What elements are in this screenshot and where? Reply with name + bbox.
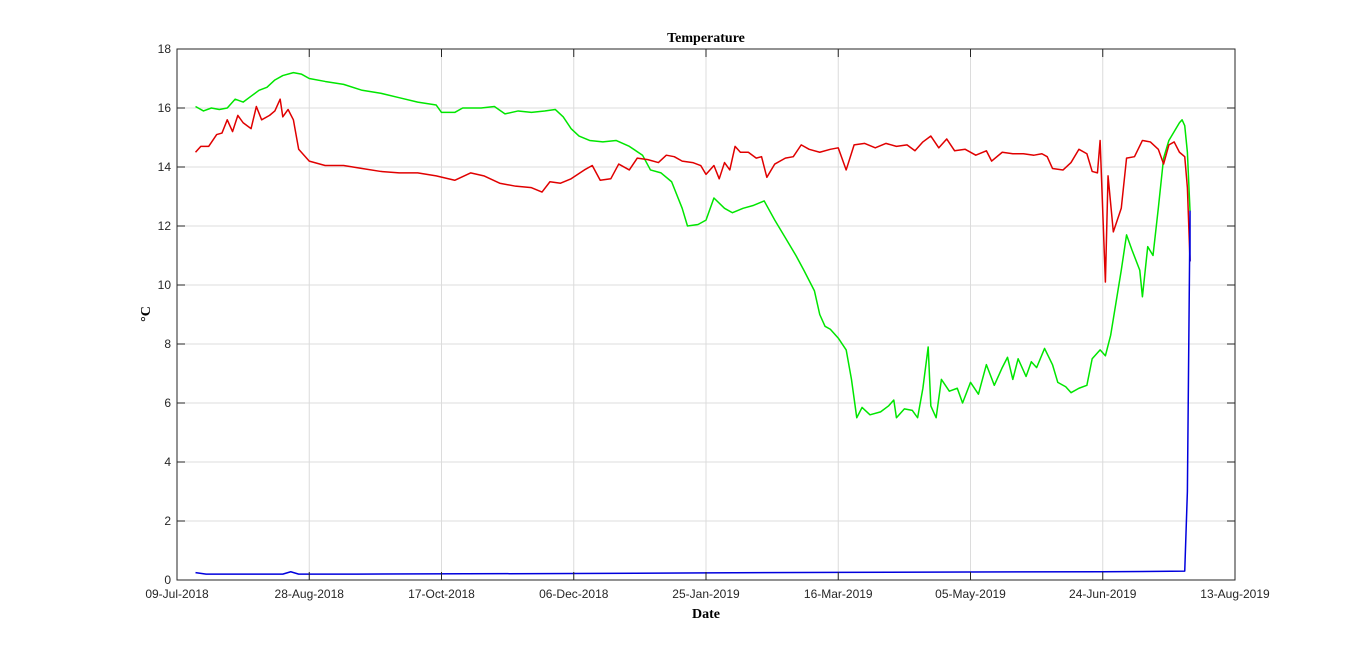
y-tick-label: 8 (164, 337, 171, 351)
x-tick-label: 17-Oct-2018 (408, 587, 475, 601)
x-tick-label: 25-Jan-2019 (672, 587, 740, 601)
x-tick-label: 06-Dec-2018 (539, 587, 609, 601)
y-tick-label: 14 (158, 160, 172, 174)
x-tick-label: 05-May-2019 (935, 587, 1006, 601)
x-tick-label: 24-Jun-2019 (1069, 587, 1137, 601)
y-tick-label: 6 (164, 396, 171, 410)
y-tick-label: 10 (158, 278, 172, 292)
x-tick-label: 28-Aug-2018 (275, 587, 345, 601)
chart-title: Temperature (667, 31, 745, 46)
grid-layer (177, 49, 1235, 580)
x-tick-label: 16-Mar-2019 (804, 587, 873, 601)
series-line-2 (194, 98, 1191, 283)
tick-layer: 0 2 4 6 8 10 12 14 16 18 09-Jul-2018 28-Aug-2018 17-… (145, 42, 1270, 601)
y-tick-label: 16 (158, 101, 172, 115)
x-axis-label: Date (692, 607, 720, 622)
x-tick-label: 09-Jul-2018 (145, 587, 209, 601)
y-tick-label: 18 (158, 42, 172, 56)
y-tick-label: 0 (164, 573, 171, 587)
series-line-1 (195, 71, 1191, 419)
y-axis-label: °C (139, 306, 154, 322)
y-tick-label: 2 (164, 514, 171, 528)
x-tick-label: 13-Aug-2019 (1200, 587, 1270, 601)
y-tick-label: 4 (164, 455, 171, 469)
y-tick-label: 12 (158, 219, 172, 233)
